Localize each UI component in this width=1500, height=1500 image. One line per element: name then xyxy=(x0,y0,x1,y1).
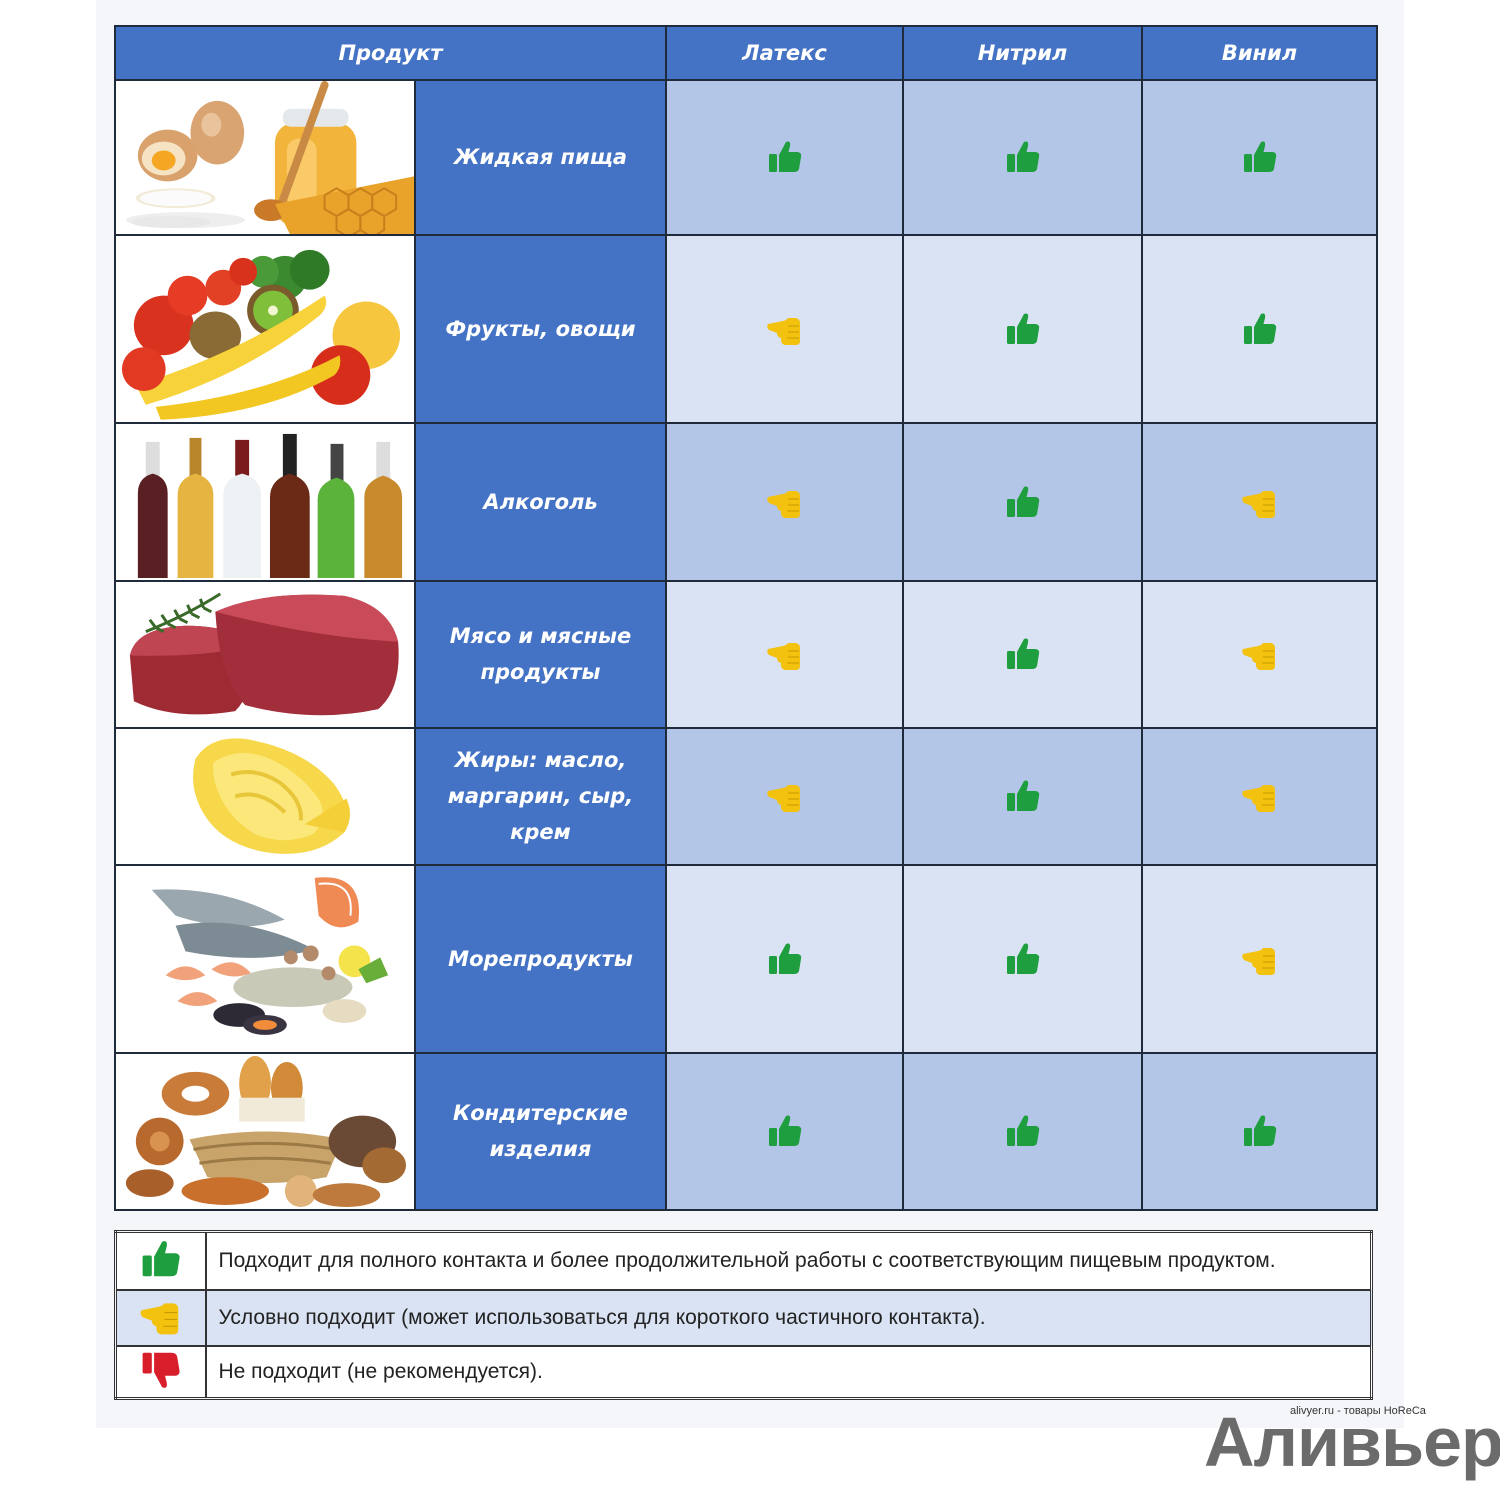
header-latex: Латекс xyxy=(665,25,904,81)
thumbs-up-icon xyxy=(765,939,805,979)
thumbs-up-icon xyxy=(765,1111,805,1151)
header-nitrile: Нитрил xyxy=(902,25,1143,81)
rating-nitrile xyxy=(902,233,1143,424)
product-name: Мясо и мясные продукты xyxy=(414,579,667,729)
rating-latex xyxy=(665,421,904,582)
rating-vinyl xyxy=(1141,233,1378,424)
rating-vinyl xyxy=(1141,421,1378,582)
thumbs-up-icon xyxy=(765,137,805,177)
thumbs-up-icon xyxy=(1003,309,1043,349)
product-name: Кондитерские изделия xyxy=(414,1051,667,1212)
product-name: Жидкая пища xyxy=(414,79,667,236)
legend-table: Подходит для полного контакта и более пр… xyxy=(114,1230,1373,1400)
rating-vinyl xyxy=(1141,79,1378,236)
watermark-logo: Аливьер xyxy=(1204,1403,1500,1481)
rating-nitrile xyxy=(902,726,1143,866)
thumbs-up-icon xyxy=(1003,939,1043,979)
legend-icon-cell xyxy=(114,1230,207,1291)
thumbs-up-icon xyxy=(1003,482,1043,522)
bakery-image xyxy=(114,1051,416,1212)
rating-nitrile xyxy=(902,579,1143,729)
rating-latex xyxy=(665,1051,904,1212)
rating-nitrile xyxy=(902,1051,1143,1212)
fruits-vegetables-image xyxy=(114,233,416,424)
glove-compatibility-table: Продукт Латекс Нитрил Винил xyxy=(114,25,1378,1212)
thumbs-sideways-icon xyxy=(1240,776,1280,816)
header-product: Продукт xyxy=(114,25,667,81)
thumbs-up-icon xyxy=(1003,634,1043,674)
header-vinyl: Винил xyxy=(1141,25,1378,81)
thumbs-sideways-icon xyxy=(765,634,805,674)
table-header-row: Продукт Латекс Нитрил Винил xyxy=(114,25,1378,81)
watermark-site: alivyer.ru - товары HoReCa xyxy=(1290,1405,1426,1417)
legend-row: Подходит для полного контакта и более пр… xyxy=(114,1230,1373,1291)
eggs-honey-image xyxy=(114,79,416,236)
thumbs-up-icon xyxy=(138,1236,184,1282)
legend-row: Не подходит (не рекомендуется). xyxy=(114,1344,1373,1399)
thumbs-down-icon xyxy=(138,1347,184,1393)
rating-vinyl xyxy=(1141,579,1378,729)
table-row: Алкоголь xyxy=(114,421,1378,582)
thumbs-sideways-icon xyxy=(765,309,805,349)
thumbs-up-icon xyxy=(1003,1111,1043,1151)
table-row: Кондитерские изделия xyxy=(114,1051,1378,1212)
table-row: Мясо и мясные продукты xyxy=(114,579,1378,729)
rating-vinyl xyxy=(1141,726,1378,866)
product-name: Жиры: масло, маргарин, сыр, крем xyxy=(414,726,667,866)
rating-nitrile xyxy=(902,421,1143,582)
thumbs-sideways-icon xyxy=(1240,634,1280,674)
thumbs-sideways-icon xyxy=(1240,482,1280,522)
rating-latex xyxy=(665,579,904,729)
legend-text: Не подходит (не рекомендуется). xyxy=(204,1344,1373,1399)
thumbs-up-icon xyxy=(1240,137,1280,177)
table-row: Жиры: масло, маргарин, сыр, крем xyxy=(114,726,1378,866)
legend-row: Условно подходит (может использоваться д… xyxy=(114,1288,1373,1347)
rating-nitrile xyxy=(902,79,1143,236)
thumbs-sideways-icon xyxy=(765,776,805,816)
table-row: Морепродукты xyxy=(114,863,1378,1054)
rating-latex xyxy=(665,233,904,424)
thumbs-sideways-icon xyxy=(138,1293,184,1339)
thumbs-up-icon xyxy=(1240,1111,1280,1151)
thumbs-up-icon xyxy=(1240,309,1280,349)
table-row: Жидкая пища xyxy=(114,79,1378,236)
product-name: Фрукты, овощи xyxy=(414,233,667,424)
seafood-image xyxy=(114,863,416,1054)
legend-icon-cell xyxy=(114,1344,207,1399)
rating-latex xyxy=(665,79,904,236)
thumbs-up-icon xyxy=(1003,137,1043,177)
rating-nitrile xyxy=(902,863,1143,1054)
product-name: Алкоголь xyxy=(414,421,667,582)
rating-latex xyxy=(665,726,904,866)
legend-text: Подходит для полного контакта и более пр… xyxy=(204,1230,1373,1291)
legend-text: Условно подходит (может использоваться д… xyxy=(204,1288,1373,1347)
legend-icon-cell xyxy=(114,1288,207,1347)
rating-vinyl xyxy=(1141,1051,1378,1212)
butter-image xyxy=(114,726,416,866)
meat-image xyxy=(114,579,416,729)
rating-latex xyxy=(665,863,904,1054)
bottles-image xyxy=(114,421,416,582)
thumbs-sideways-icon xyxy=(765,482,805,522)
rating-vinyl xyxy=(1141,863,1378,1054)
product-name: Морепродукты xyxy=(414,863,667,1054)
thumbs-up-icon xyxy=(1003,776,1043,816)
thumbs-sideways-icon xyxy=(1240,939,1280,979)
table-row: Фрукты, овощи xyxy=(114,233,1378,424)
